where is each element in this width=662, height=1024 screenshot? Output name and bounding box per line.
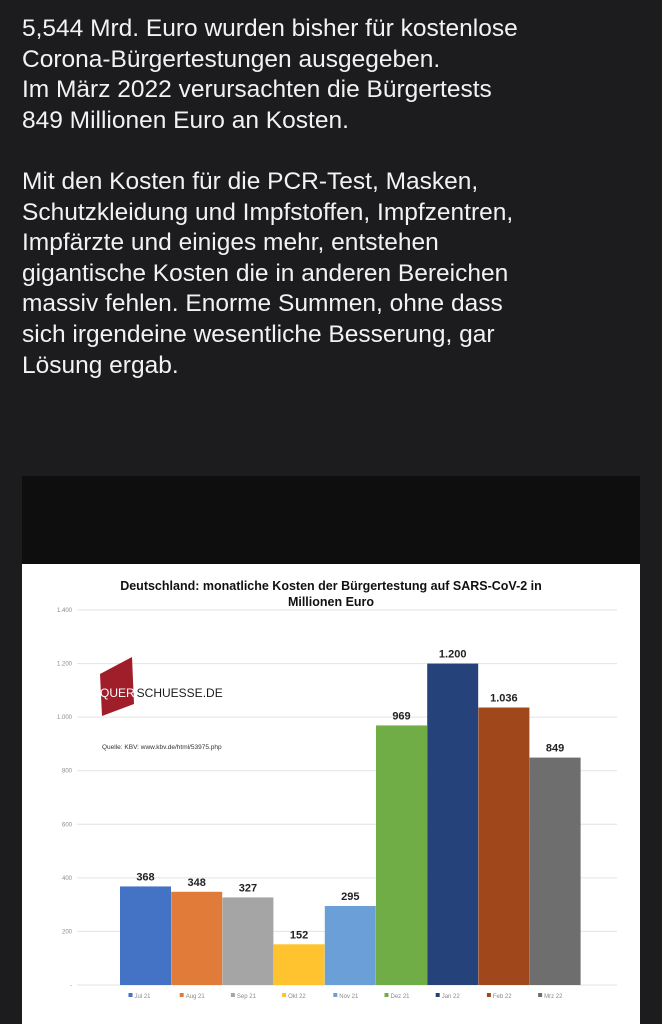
y-tick-label: 600: [62, 822, 73, 828]
data-label: 295: [341, 891, 359, 903]
bar-sep-21: [222, 897, 274, 985]
y-tick-label: 400: [62, 876, 73, 882]
legend-label: Jul 21: [135, 994, 152, 1000]
y-tick-label: -: [70, 983, 72, 989]
y-tick-label: 200: [62, 929, 73, 935]
logo-suffix: SCHUESSE.DE: [137, 686, 223, 700]
chart-title-line-2: Millionen Euro: [288, 595, 374, 609]
logo-text: QUER SCHUESSE.DE: [100, 686, 223, 700]
data-label: 327: [239, 882, 257, 894]
bar-aug-21: [171, 891, 223, 985]
bar-feb-22: [478, 707, 530, 985]
text-line: gigantische Kosten die in anderen Bereic…: [22, 259, 509, 287]
chart-card: Deutschland: monatliche Kosten der Bürge…: [22, 564, 640, 1024]
bar-chart: Deutschland: monatliche Kosten der Bürge…: [57, 579, 617, 1000]
text-line: sich irgendeine wesentliche Besserung, g…: [22, 320, 495, 348]
legend-swatch: [538, 993, 543, 997]
text-line: Corona-Bürgertestungen ausgegeben.: [22, 45, 441, 73]
y-tick-label: 1.000: [57, 715, 73, 721]
bar-nov-21: [324, 905, 376, 985]
data-label: 1.036: [490, 693, 518, 705]
legend-label: Nov 21: [339, 994, 359, 1000]
legend-label: Dez 21: [391, 994, 411, 1000]
legend-swatch: [486, 993, 491, 997]
legend-label: Feb 22: [493, 994, 512, 1000]
bar-mrz-22: [529, 757, 581, 985]
chart-title-line-1: Deutschland: monatliche Kosten der Bürge…: [120, 579, 542, 593]
data-label: 1.200: [439, 649, 467, 661]
legend-label: Okt 22: [288, 994, 306, 1000]
source-label: Quelle: KBV: www.kbv.de/html/53975.php: [102, 744, 222, 751]
legend-swatch: [230, 993, 235, 997]
y-tick-label: 1.200: [57, 662, 73, 668]
post-paragraph-2: Mit den Kosten für die PCR-Test, Masken,…: [22, 167, 642, 381]
data-label: 348: [188, 877, 206, 889]
querschuesse-logo: QUER SCHUESSE.DE: [100, 657, 223, 716]
legend-label: Mrz 22: [544, 994, 563, 1000]
text-line: massiv fehlen. Enorme Summen, ohne dass: [22, 290, 503, 318]
logo-prefix: QUER: [100, 686, 135, 700]
data-label: 969: [392, 710, 410, 722]
legend-label: Aug 21: [186, 994, 206, 1000]
bar-jul-21: [120, 886, 171, 985]
text-line: Schutzkleidung und Impfstoffen, Impfzent…: [22, 198, 514, 226]
bar-okt-22: [273, 944, 325, 985]
data-label: 849: [546, 743, 564, 755]
y-tick-label: 1.400: [57, 608, 73, 614]
bar-jan-22: [427, 663, 479, 985]
legend-swatch: [179, 993, 184, 997]
legend-label: Jan 22: [442, 994, 461, 1000]
text-line: Impfärzte und einiges mehr, entstehen: [22, 229, 439, 257]
text-line: 849 Millionen Euro an Kosten.: [22, 106, 349, 134]
text-line: 5,544 Mrd. Euro wurden bisher für kosten…: [22, 15, 518, 42]
data-label: 368: [136, 871, 154, 883]
text-line: Mit den Kosten für die PCR-Test, Masken,: [22, 167, 479, 195]
legend-swatch: [435, 993, 440, 997]
post-paragraph-1: 5,544 Mrd. Euro wurden bisher für kosten…: [22, 14, 642, 136]
post-text: 5,544 Mrd. Euro wurden bisher für kosten…: [22, 14, 642, 381]
text-line: Lösung ergab.: [22, 351, 179, 379]
bar-dez-21: [376, 725, 427, 985]
legend-swatch: [128, 993, 133, 997]
logo-shape-icon: [100, 657, 134, 716]
legend-swatch: [384, 993, 389, 997]
y-tick-label: 800: [62, 769, 73, 775]
post-image[interactable]: Deutschland: monatliche Kosten der Bürge…: [22, 476, 640, 1024]
legend-label: Sep 21: [237, 994, 257, 1000]
legend-swatch: [282, 993, 287, 997]
data-label: 152: [290, 929, 308, 941]
legend-swatch: [333, 993, 338, 997]
text-line: Im März 2022 verursachten die Bürgertest…: [22, 76, 492, 104]
